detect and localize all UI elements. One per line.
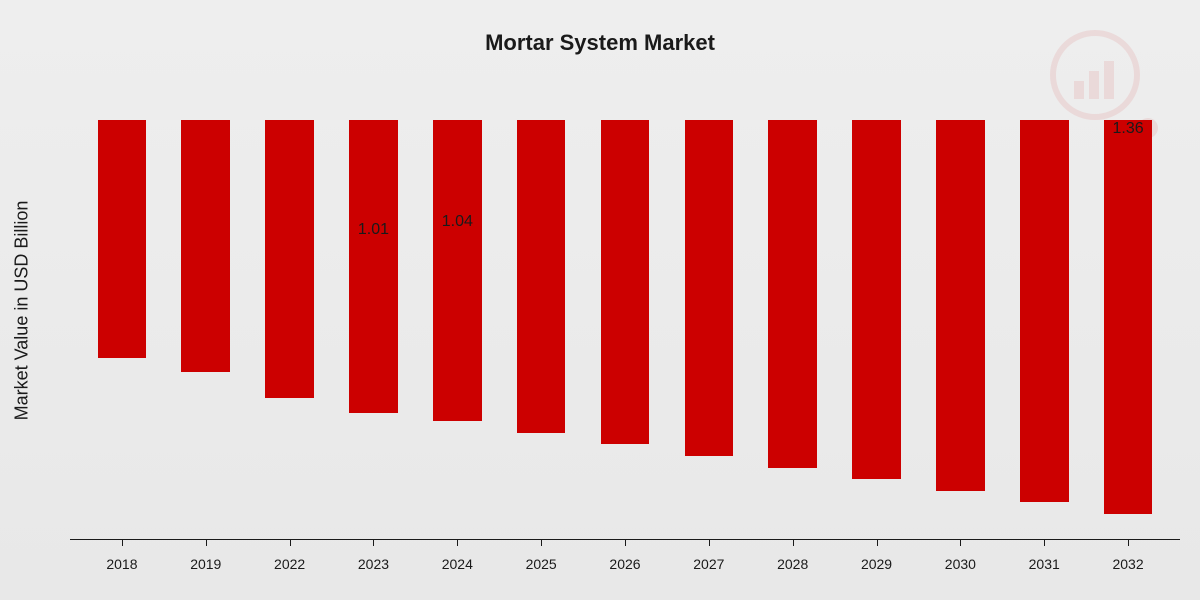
x-axis-tick: [625, 540, 626, 546]
bar-value-label: 1.01: [358, 221, 389, 239]
x-label-wrapper: 2031: [1002, 556, 1086, 572]
chart-title: Mortar System Market: [485, 30, 715, 56]
x-axis-tick: [960, 540, 961, 546]
x-axis-tick: [877, 540, 878, 546]
x-axis-label: 2032: [1112, 556, 1143, 572]
x-axis-tick: [290, 540, 291, 546]
bar-wrapper: 1.04: [415, 120, 499, 540]
bar-wrapper: [80, 120, 164, 540]
x-axis-label: 2026: [609, 556, 640, 572]
bar: [1020, 120, 1069, 502]
x-label-wrapper: 2032: [1086, 556, 1170, 572]
bar-wrapper: [583, 120, 667, 540]
bar: [936, 120, 985, 491]
x-axis-label: 2030: [945, 556, 976, 572]
x-axis-tick: [793, 540, 794, 546]
bar-value-label: 1.36: [1112, 120, 1143, 138]
bar-wrapper: 1.01: [332, 120, 416, 540]
x-axis-label: 2018: [106, 556, 137, 572]
x-label-wrapper: 2022: [248, 556, 332, 572]
bar-wrapper: [248, 120, 332, 540]
x-label-wrapper: 2027: [667, 556, 751, 572]
x-label-wrapper: 2026: [583, 556, 667, 572]
x-axis-labels: 2018 2019 2022 2023 2024 2025 2026 2027 2028 2029…: [70, 556, 1180, 572]
x-label-wrapper: 2023: [332, 556, 416, 572]
x-axis-tick: [1128, 540, 1129, 546]
bar-wrapper: [164, 120, 248, 540]
bar: [685, 120, 734, 456]
x-axis-tick: [457, 540, 458, 546]
x-axis-tick: [541, 540, 542, 546]
bar: [265, 120, 314, 398]
x-label-wrapper: 2018: [80, 556, 164, 572]
bar: [768, 120, 817, 468]
bars-container: 1.01 1.04 1.36: [70, 120, 1180, 540]
x-axis-tick: [373, 540, 374, 546]
x-label-wrapper: 2029: [835, 556, 919, 572]
x-axis-label: 2019: [190, 556, 221, 572]
chart-plot-area: 1.01 1.04 1.36: [70, 120, 1180, 540]
x-axis-tick: [1044, 540, 1045, 546]
x-axis-tick: [122, 540, 123, 546]
x-label-wrapper: 2025: [499, 556, 583, 572]
x-axis-label: 2028: [777, 556, 808, 572]
bar: [181, 120, 230, 372]
x-axis-label: 2023: [358, 556, 389, 572]
bar-wrapper: [499, 120, 583, 540]
bar-wrapper: [751, 120, 835, 540]
bar: [601, 120, 650, 444]
bar-wrapper: [1002, 120, 1086, 540]
bar: [1104, 120, 1153, 514]
x-label-wrapper: 2024: [415, 556, 499, 572]
x-label-wrapper: 2019: [164, 556, 248, 572]
bar: [517, 120, 566, 433]
x-axis-tick: [709, 540, 710, 546]
x-axis-label: 2029: [861, 556, 892, 572]
bar-wrapper: [667, 120, 751, 540]
bar: [98, 120, 147, 358]
y-axis-label: Market Value in USD Billion: [12, 201, 33, 421]
bar-wrapper: 1.36: [1086, 120, 1170, 540]
x-axis-label: 2031: [1029, 556, 1060, 572]
bar-wrapper: [918, 120, 1002, 540]
x-axis-label: 2022: [274, 556, 305, 572]
bar: [433, 120, 482, 421]
x-axis-tick: [206, 540, 207, 546]
bar-wrapper: [835, 120, 919, 540]
bar: [852, 120, 901, 479]
bar: [349, 120, 398, 413]
bar-value-label: 1.04: [442, 213, 473, 231]
x-label-wrapper: 2028: [751, 556, 835, 572]
x-axis-label: 2024: [442, 556, 473, 572]
watermark-logo: [1050, 30, 1150, 130]
x-label-wrapper: 2030: [918, 556, 1002, 572]
x-axis-label: 2025: [526, 556, 557, 572]
x-axis-label: 2027: [693, 556, 724, 572]
